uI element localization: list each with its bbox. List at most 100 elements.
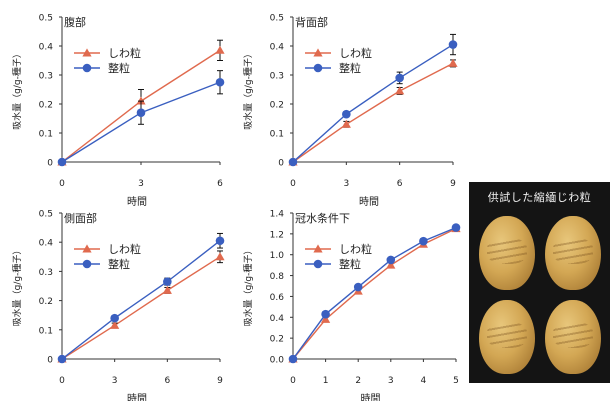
- panel-title: 側面部: [64, 211, 97, 225]
- x-tick-label: 3: [138, 179, 144, 189]
- series-line: [61, 240, 221, 360]
- y-tick-label: 0.4: [39, 239, 54, 249]
- legend-marker: [82, 244, 92, 253]
- series-line: [292, 43, 454, 163]
- y-tick-label: 0.1: [39, 130, 53, 140]
- y-tick-label: 0.4: [270, 43, 285, 53]
- x-tick-label: 6: [217, 179, 223, 189]
- data-point: [215, 236, 225, 246]
- legend-marker: [313, 48, 323, 57]
- x-axis-label: 時間: [359, 196, 379, 208]
- y-tick-label: 0.3: [39, 72, 53, 82]
- y-tick-label: 0: [47, 159, 53, 169]
- y-axis-label: 吸水量（g/g-種子）: [11, 49, 23, 130]
- y-tick-label: 0.8: [270, 272, 285, 282]
- legend-marker: [82, 63, 92, 73]
- data-point: [386, 260, 396, 269]
- seed-image: [479, 216, 535, 290]
- y-tick-label: 0.2: [39, 101, 53, 111]
- data-point: [110, 313, 119, 323]
- data-point: [215, 252, 225, 261]
- data-point: [448, 58, 458, 67]
- legend-label: 整粒: [339, 61, 361, 75]
- series-line: [61, 256, 221, 360]
- y-tick-label: 1.0: [270, 251, 285, 261]
- legend-label: 整粒: [339, 257, 361, 271]
- series-line: [292, 228, 457, 360]
- y-tick-label: 0.5: [39, 210, 53, 220]
- seed-image: [479, 300, 535, 374]
- data-point: [136, 108, 146, 117]
- y-tick-label: 1.2: [270, 230, 284, 240]
- data-point: [321, 309, 330, 319]
- legend-label: しわ粒: [108, 46, 141, 60]
- panel-title: 冠水条件下: [295, 211, 350, 225]
- data-point: [163, 277, 172, 286]
- x-axis-label: 時間: [127, 196, 147, 208]
- y-tick-label: 0.3: [270, 72, 284, 82]
- data-point: [136, 96, 146, 105]
- x-tick-label: 6: [397, 179, 403, 189]
- data-point: [353, 282, 363, 292]
- legend-marker: [82, 48, 92, 57]
- series-line: [292, 226, 457, 360]
- legend-marker: [313, 63, 323, 73]
- x-tick-label: 1: [323, 376, 329, 386]
- seed-image: [545, 216, 601, 290]
- x-tick-label: 0: [59, 179, 65, 189]
- data-point: [395, 86, 405, 95]
- legend-label: しわ粒: [339, 46, 372, 60]
- x-tick-label: 5: [453, 376, 459, 386]
- wrinkled-seed-photo: 供試した縮緬じわ粒: [469, 182, 610, 383]
- y-tick-label: 1.4: [270, 210, 285, 220]
- data-point: [395, 73, 404, 83]
- data-point: [341, 119, 351, 128]
- y-tick-label: 0.2: [270, 335, 284, 345]
- data-point: [419, 236, 428, 246]
- y-tick-label: 0.2: [39, 297, 53, 307]
- y-tick-label: 0.3: [39, 268, 53, 278]
- seed-image: [545, 300, 601, 374]
- data-point: [386, 255, 396, 265]
- legend-label: しわ粒: [108, 242, 141, 256]
- y-tick-label: 0.4: [270, 314, 285, 324]
- legend-label: 整粒: [108, 61, 130, 75]
- data-point: [110, 320, 120, 329]
- y-tick-label: 0.5: [39, 14, 53, 24]
- x-tick-label: 0: [290, 376, 296, 386]
- x-tick-label: 6: [164, 376, 170, 386]
- legend-marker: [82, 259, 92, 269]
- x-tick-label: 0: [59, 376, 65, 386]
- data-point: [288, 354, 298, 364]
- x-tick-label: 9: [450, 179, 456, 189]
- data-point: [215, 45, 225, 54]
- data-point: [57, 157, 67, 167]
- data-point: [448, 40, 458, 49]
- y-tick-label: 0.0: [270, 356, 285, 366]
- data-point: [321, 314, 331, 323]
- y-axis-label: 吸水量（g/g-種子）: [242, 49, 254, 130]
- data-point: [451, 223, 461, 232]
- x-tick-label: 3: [112, 376, 118, 386]
- y-axis-label: 吸水量（g/g-種子）: [242, 246, 254, 327]
- x-tick-label: 2: [355, 376, 361, 386]
- y-tick-label: 0.1: [270, 130, 284, 140]
- y-axis-label: 吸水量（g/g-種子）: [11, 246, 23, 327]
- data-point: [342, 109, 351, 119]
- panel-title: 背面部: [295, 15, 328, 29]
- data-point: [57, 354, 67, 364]
- photo-caption: 供試した縮緬じわ粒: [487, 191, 592, 204]
- x-tick-label: 3: [388, 376, 394, 386]
- data-point: [288, 157, 298, 167]
- x-tick-label: 3: [343, 179, 349, 189]
- legend-marker: [313, 244, 323, 253]
- y-tick-label: 0.2: [270, 101, 284, 111]
- legend-label: しわ粒: [339, 242, 372, 256]
- legend-marker: [313, 259, 323, 269]
- y-tick-label: 0.4: [39, 43, 54, 53]
- x-axis-label: 時間: [361, 393, 381, 401]
- y-tick-label: 0: [47, 356, 53, 366]
